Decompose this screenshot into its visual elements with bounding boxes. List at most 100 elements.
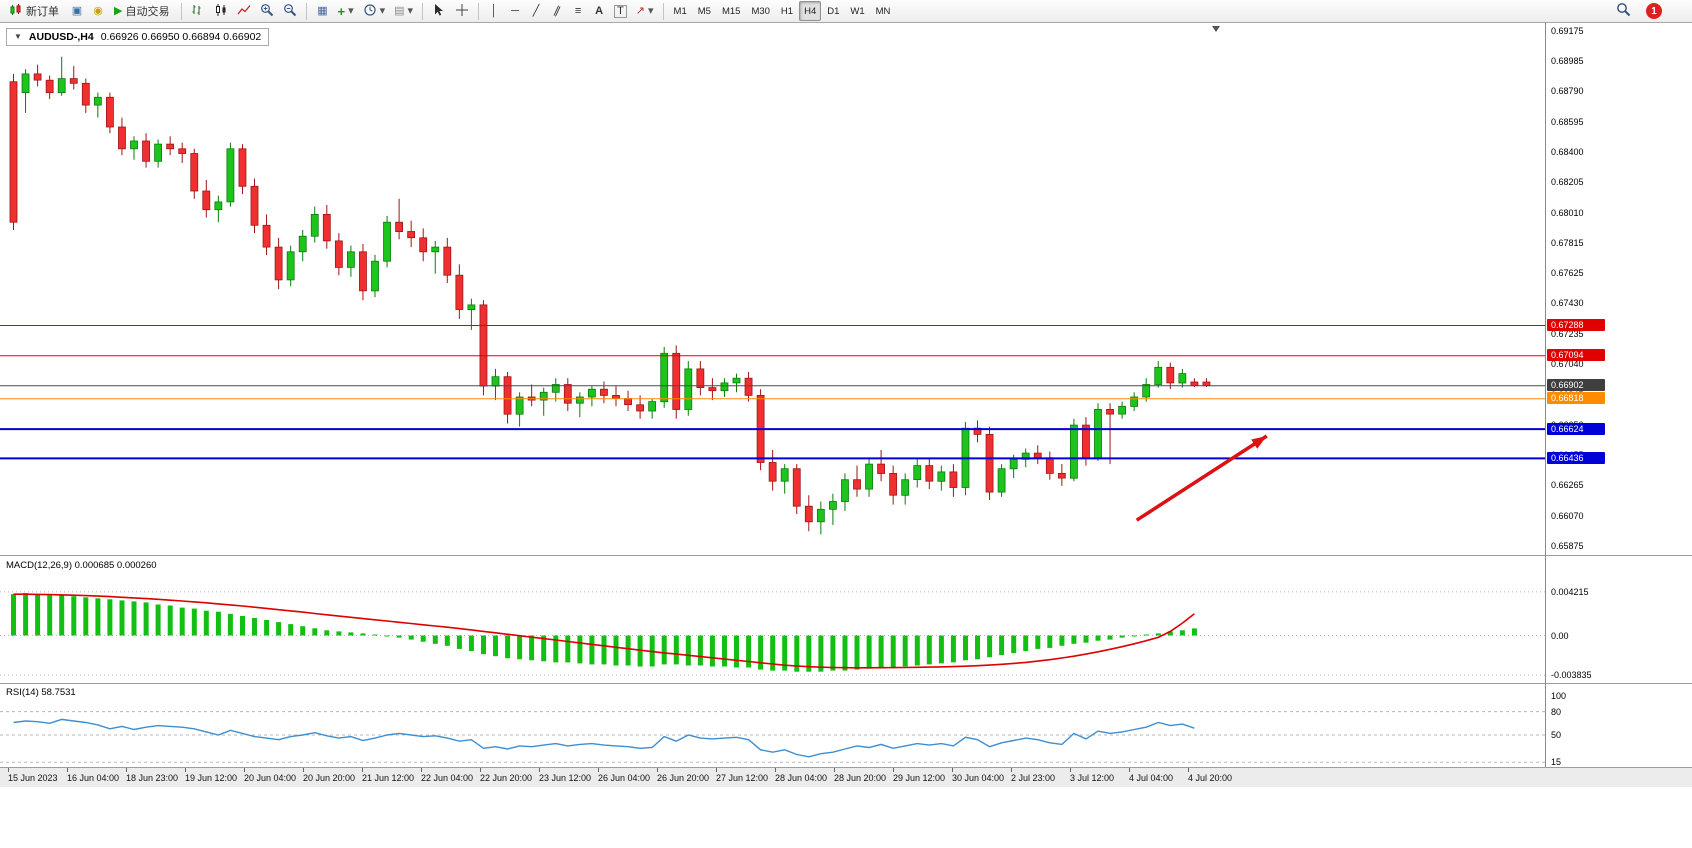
time-tick xyxy=(1070,768,1071,772)
price-axis-label: 0.67235 xyxy=(1551,329,1584,339)
price-axis-label: 0.67815 xyxy=(1551,238,1584,248)
toolbar-separator xyxy=(662,2,664,20)
time-label: 4 Jul 20:00 xyxy=(1188,773,1233,783)
main-toolbar: 新订单 ▣ ◉ ▶ 自动交易 xyxy=(0,0,1692,23)
time-tick xyxy=(67,768,68,772)
macd-axis-label: -0.003835 xyxy=(1551,670,1592,680)
vertical-line-button[interactable]: │ xyxy=(484,1,504,21)
text-label-button[interactable]: T xyxy=(610,1,631,21)
notification-badge[interactable]: 1 xyxy=(1646,3,1662,19)
time-tick xyxy=(362,768,363,772)
time-tick xyxy=(598,768,599,772)
templates-button[interactable]: ▤ ▾ xyxy=(390,1,417,21)
zoom-in-button[interactable] xyxy=(256,1,278,21)
shift-end-marker[interactable] xyxy=(1212,26,1220,32)
trendline-button[interactable]: ╱ xyxy=(526,1,546,21)
price-tag: 0.67288 xyxy=(1547,319,1605,331)
time-label: 22 Jun 04:00 xyxy=(421,773,474,783)
price-axis: 0.69175 0.68985 0.68790 0.68595 0.68400 0.682… xyxy=(1546,24,1692,787)
time-label: 15 Jun 2023 xyxy=(8,773,58,783)
macd-axis-label: 0.00 xyxy=(1551,631,1569,641)
horizontal-line-icon: ─ xyxy=(511,4,519,17)
oneclick-trading-arrow-icon[interactable]: ▼ xyxy=(14,32,22,41)
macd-panel-canvas[interactable] xyxy=(0,556,1546,683)
clock-icon xyxy=(363,3,377,20)
candlestick-chart-button[interactable] xyxy=(210,1,232,21)
timeframe-h4-button[interactable]: H4 xyxy=(799,1,822,21)
time-axis[interactable]: 15 Jun 2023 16 Jun 04:00 18 Jun 23:00 19 Ju… xyxy=(0,767,1692,787)
toolbar-separator xyxy=(478,2,480,20)
channel-button[interactable]: ∥ xyxy=(547,1,567,21)
zoom-out-icon xyxy=(283,3,297,20)
vertical-line-icon: │ xyxy=(490,4,498,17)
community-button[interactable]: ◉ xyxy=(88,1,108,21)
time-label: 29 Jun 12:00 xyxy=(893,773,946,783)
periods-button[interactable]: ▾ xyxy=(359,1,390,21)
new-order-label: 新订单 xyxy=(26,6,59,18)
time-label: 4 Jul 04:00 xyxy=(1129,773,1174,783)
fibonacci-button[interactable]: ≡ xyxy=(568,1,588,21)
chart-title-box: ▼ AUDUSD-,H4 0.66926 0.66950 0.66894 0.6… xyxy=(6,28,270,46)
crosshair-button[interactable] xyxy=(451,1,473,21)
rsi-axis-label: 100 xyxy=(1551,691,1567,701)
time-label: 28 Jun 04:00 xyxy=(775,773,828,783)
price-axis-label: 0.67625 xyxy=(1551,268,1584,278)
timeframe-d1-button[interactable]: D1 xyxy=(822,1,844,21)
time-tick xyxy=(480,768,481,772)
indicators-plus-icon: + xyxy=(337,3,346,19)
timeframe-m30-button[interactable]: M30 xyxy=(746,1,774,21)
text-button[interactable]: A xyxy=(589,1,609,21)
price-chart-canvas[interactable] xyxy=(0,24,1546,555)
arrows-button[interactable]: ↗ ▾ xyxy=(632,1,658,21)
chart-ohlc-values: 0.66926 0.66950 0.66894 0.66902 xyxy=(100,31,262,43)
price-tag: 0.67094 xyxy=(1547,349,1605,361)
zoom-out-button[interactable] xyxy=(279,1,301,21)
macd-panel-divider[interactable] xyxy=(0,555,1692,556)
time-label: 27 Jun 12:00 xyxy=(716,773,769,783)
chevron-down-icon: ▾ xyxy=(379,4,386,17)
arrows-icon: ↗ xyxy=(635,4,646,17)
price-axis-label: 0.66265 xyxy=(1551,480,1584,490)
timeframe-h1-button[interactable]: H1 xyxy=(776,1,798,21)
time-tick xyxy=(421,768,422,772)
time-labels: 15 Jun 2023 16 Jun 04:00 18 Jun 23:00 19 Ju… xyxy=(0,768,1692,787)
macd-axis-label: 0.004215 xyxy=(1551,587,1589,597)
price-tag: 0.66902 xyxy=(1547,379,1605,391)
rsi-panel-canvas[interactable] xyxy=(0,684,1546,767)
indicators-button[interactable]: + ▾ xyxy=(333,1,357,21)
time-label: 20 Jun 04:00 xyxy=(244,773,297,783)
price-axis-label: 0.68595 xyxy=(1551,117,1584,127)
rsi-indicator-label: RSI(14) 58.7531 xyxy=(6,687,76,698)
rsi-panel-divider[interactable] xyxy=(0,683,1692,684)
search-icon xyxy=(1616,2,1631,20)
time-label: 26 Jun 04:00 xyxy=(598,773,651,783)
line-chart-button[interactable] xyxy=(233,1,255,21)
bar-chart-button[interactable] xyxy=(187,1,209,21)
price-axis-divider xyxy=(1545,23,1546,767)
price-axis-label: 0.66070 xyxy=(1551,511,1584,521)
time-tick xyxy=(303,768,304,772)
time-tick xyxy=(716,768,717,772)
tile-windows-button[interactable]: ▦ xyxy=(312,1,332,21)
timeframe-w1-button[interactable]: W1 xyxy=(845,1,869,21)
auto-trading-button[interactable]: ▶ 自动交易 xyxy=(109,1,176,21)
time-tick xyxy=(657,768,658,772)
cursor-button[interactable] xyxy=(428,1,450,21)
time-tick xyxy=(126,768,127,772)
timeframe-m5-button[interactable]: M5 xyxy=(693,1,716,21)
time-tick xyxy=(893,768,894,772)
time-label: 23 Jun 12:00 xyxy=(539,773,592,783)
search-button[interactable] xyxy=(1612,1,1635,21)
new-order-icon xyxy=(9,3,23,20)
timeframe-m15-button[interactable]: M15 xyxy=(717,1,745,21)
chart-window: 0.69175 0.68985 0.68790 0.68595 0.68400 0.682… xyxy=(0,23,1692,848)
horizontal-line-button[interactable]: ─ xyxy=(505,1,525,21)
new-order-button[interactable]: 新订单 xyxy=(4,1,66,21)
trendline-icon: ╱ xyxy=(532,4,540,17)
expert-advisors-button[interactable]: ▣ xyxy=(67,1,87,21)
price-axis-label: 0.68400 xyxy=(1551,147,1584,157)
timeframe-m1-button[interactable]: M1 xyxy=(669,1,692,21)
toolbar-separator xyxy=(306,2,308,20)
time-label: 20 Jun 20:00 xyxy=(303,773,356,783)
timeframe-mn-button[interactable]: MN xyxy=(871,1,896,21)
